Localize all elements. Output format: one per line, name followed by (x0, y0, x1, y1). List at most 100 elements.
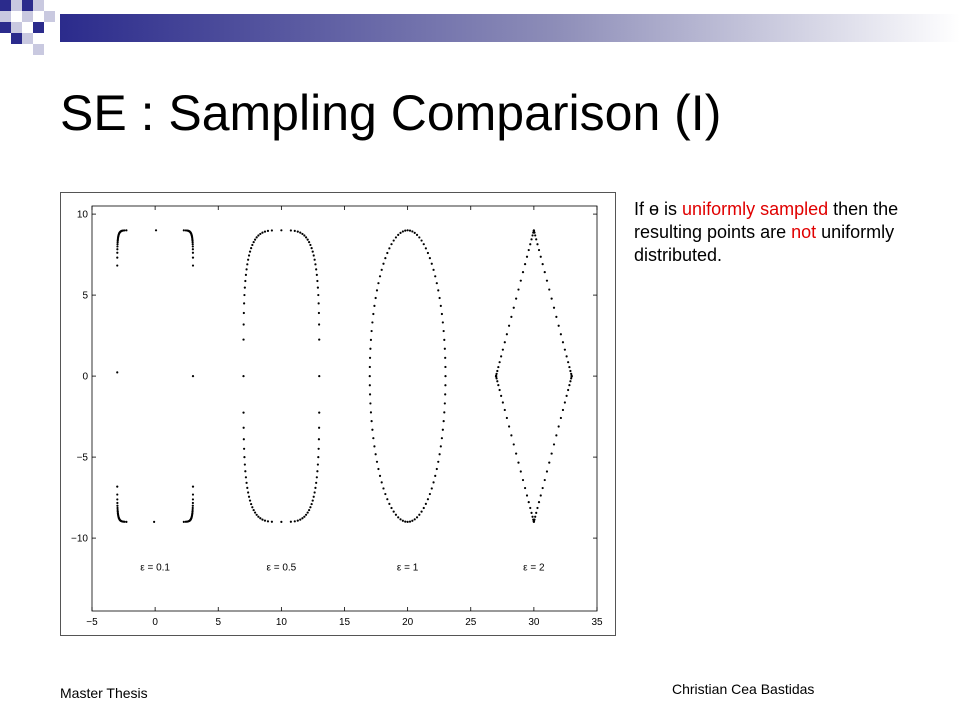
data-point (535, 238, 538, 241)
data-point (242, 426, 245, 429)
data-point (303, 515, 306, 518)
data-point (125, 229, 128, 232)
data-point (555, 434, 558, 437)
data-point (399, 231, 402, 234)
data-point (280, 520, 283, 523)
data-point (404, 520, 407, 523)
data-point (123, 520, 126, 523)
curve-label: ε = 0.5 (266, 563, 296, 574)
data-point (370, 420, 373, 423)
data-point (439, 445, 442, 448)
data-point (404, 229, 407, 232)
data-point (374, 296, 377, 300)
header-decoration (0, 0, 960, 55)
data-point (561, 341, 565, 344)
data-point (519, 470, 522, 473)
data-point (378, 474, 382, 478)
data-point (244, 279, 247, 283)
data-point (247, 254, 251, 257)
data-point (255, 513, 258, 516)
data-point (430, 487, 433, 490)
x-tick-label: 20 (402, 617, 414, 628)
data-point (408, 229, 412, 232)
data-point (444, 356, 447, 359)
series-eps-0-1 (116, 229, 195, 523)
curve-label: ε = 2 (523, 563, 545, 574)
data-point (501, 348, 504, 351)
data-point (242, 311, 245, 315)
data-point (495, 377, 498, 380)
data-point (296, 230, 299, 233)
data-point (432, 268, 435, 271)
data-point (434, 474, 437, 478)
data-point (372, 437, 375, 440)
x-tick-label: 0 (152, 617, 158, 628)
data-point (304, 236, 308, 239)
note-text: then the resulting points are (634, 199, 899, 242)
data-point (420, 510, 423, 513)
data-point (535, 511, 538, 514)
data-point (413, 231, 416, 234)
data-point (303, 234, 306, 237)
data-point (182, 520, 185, 523)
data-point (261, 518, 264, 521)
data-point (570, 372, 573, 375)
data-point (250, 247, 253, 250)
data-point (497, 365, 500, 369)
data-point (380, 481, 383, 484)
data-point (377, 282, 380, 285)
data-point (532, 520, 536, 523)
data-point (243, 456, 246, 459)
data-point (377, 467, 380, 471)
data-point (191, 501, 194, 505)
data-point (501, 401, 504, 404)
data-point (570, 375, 573, 378)
data-point (388, 247, 391, 250)
data-point (246, 486, 249, 489)
data-point (382, 262, 385, 265)
data-point (375, 460, 379, 463)
data-point (263, 230, 267, 233)
data-point (533, 518, 536, 521)
header-square (0, 22, 11, 33)
data-point (420, 239, 423, 242)
data-point (191, 248, 194, 251)
x-tick-label: 5 (215, 617, 221, 628)
data-point (301, 232, 304, 236)
data-point (386, 498, 389, 501)
data-point (418, 513, 421, 516)
data-point (253, 238, 257, 241)
data-point (530, 238, 533, 241)
data-point (191, 375, 195, 378)
data-point (515, 452, 518, 455)
data-point (434, 275, 437, 278)
data-point (125, 520, 128, 523)
data-point (388, 502, 391, 505)
data-point (517, 288, 520, 291)
data-point (555, 315, 558, 318)
data-point (386, 251, 389, 255)
y-tick-label: 10 (77, 210, 89, 221)
data-point (418, 236, 421, 239)
data-point (392, 510, 395, 513)
data-point (257, 515, 260, 518)
data-point (541, 486, 544, 490)
data-point (550, 297, 553, 300)
data-point (266, 229, 270, 232)
data-point (523, 263, 527, 266)
data-point (527, 248, 530, 252)
data-point (317, 456, 320, 459)
point-groups (116, 229, 573, 523)
data-point (394, 236, 398, 239)
header-square (11, 22, 22, 33)
data-point (498, 388, 501, 392)
data-point (306, 511, 309, 514)
data-point (559, 333, 562, 336)
data-point (261, 231, 264, 234)
header-square (33, 0, 44, 11)
data-point (313, 491, 316, 494)
data-point (242, 447, 246, 450)
data-point (523, 486, 527, 490)
data-point (184, 229, 187, 232)
data-point (293, 229, 296, 232)
